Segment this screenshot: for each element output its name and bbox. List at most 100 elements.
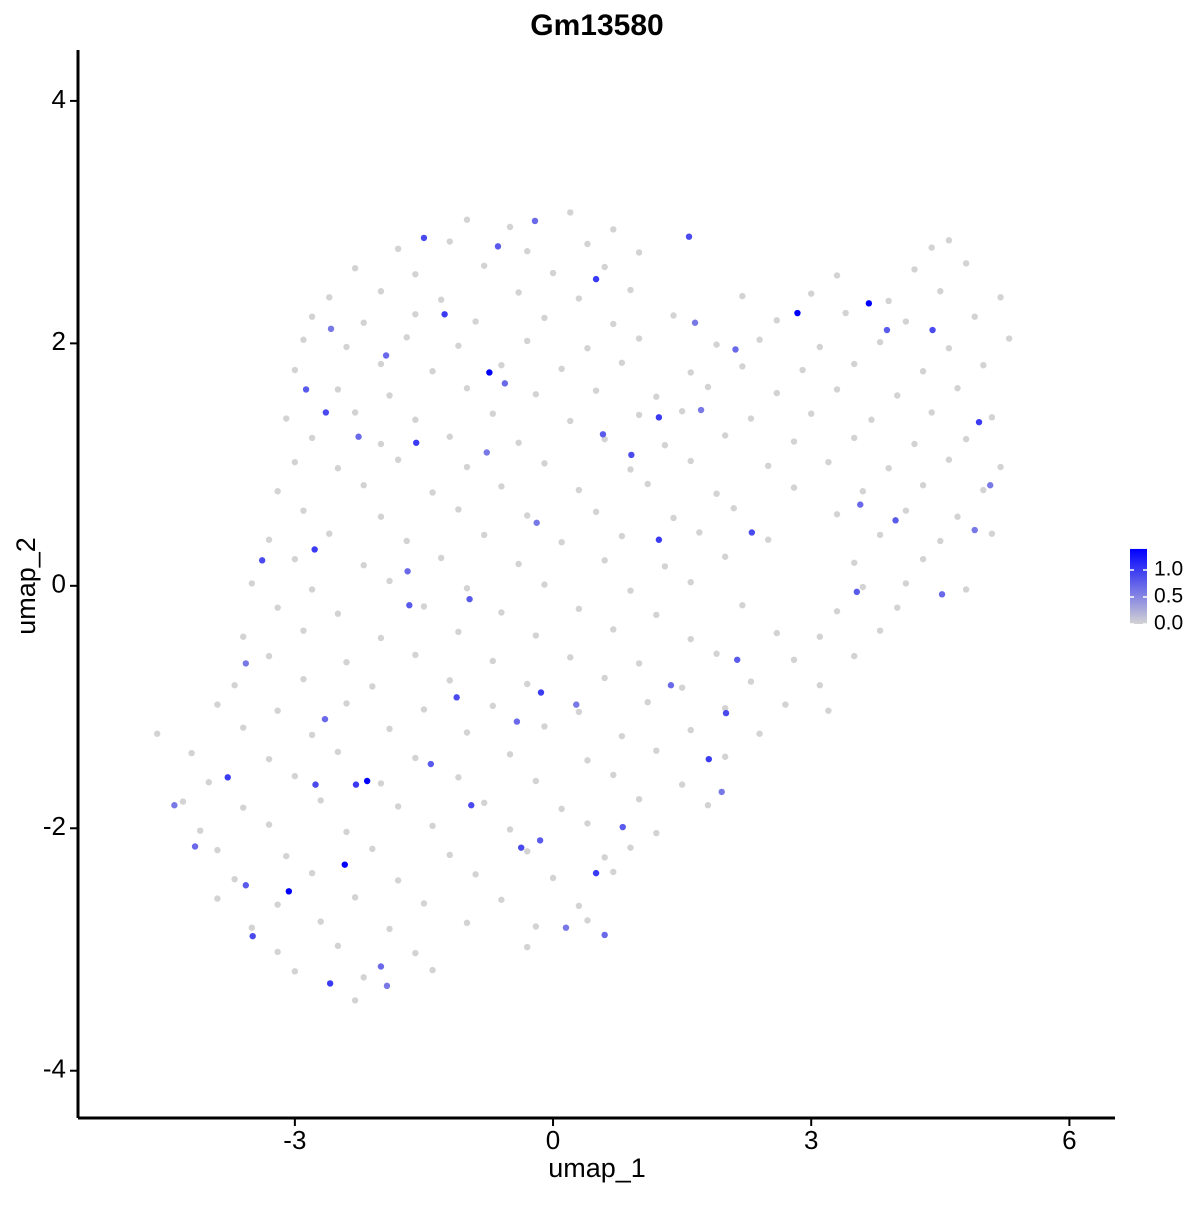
cell-point: [343, 658, 350, 666]
cell-point: [483, 449, 490, 456]
cell-point: [240, 633, 247, 640]
cell-point: [919, 368, 927, 375]
cell-point: [429, 966, 436, 974]
y-axis-label: umap_2: [11, 537, 41, 635]
cell-point: [721, 705, 729, 712]
cell-point: [833, 511, 841, 518]
cell-point: [360, 482, 367, 489]
cell-point: [929, 326, 936, 334]
cell-point: [369, 845, 376, 853]
x-tick-label: 0: [546, 1125, 560, 1155]
cell-point: [859, 488, 867, 495]
cell-point: [853, 588, 861, 596]
cell-point: [466, 595, 473, 603]
cell-point: [382, 352, 390, 359]
cell-point: [997, 463, 1004, 471]
cell-point: [308, 869, 316, 877]
cell-point: [524, 680, 531, 688]
cell-point: [524, 248, 531, 255]
cell-point: [655, 536, 663, 543]
cell-point: [531, 217, 539, 225]
cell-point: [653, 829, 660, 837]
cell-point: [691, 319, 699, 326]
cell-point: [524, 512, 531, 519]
cell-point: [975, 418, 983, 426]
cell-point: [575, 605, 583, 613]
cell-point: [351, 409, 359, 416]
cell-point: [601, 674, 608, 682]
cell-point: [962, 435, 970, 443]
cell-point: [628, 451, 635, 459]
cell-point: [515, 560, 522, 568]
cell-point: [713, 650, 720, 657]
cell-point: [394, 877, 402, 884]
cell-point: [360, 319, 367, 326]
y-tick-label: -4: [43, 1054, 66, 1084]
cell-point: [437, 554, 445, 562]
cell-point: [610, 226, 617, 233]
cell-point: [618, 359, 626, 366]
cell-point: [274, 707, 281, 714]
cell-point: [687, 726, 694, 734]
cell-point: [412, 271, 419, 278]
cell-point: [406, 602, 413, 609]
cell-point: [191, 843, 199, 850]
cell-point: [377, 360, 385, 368]
cell-point: [928, 409, 935, 416]
cell-point: [285, 888, 293, 895]
cell-point: [732, 346, 739, 353]
cell-point: [214, 895, 221, 902]
cell-point: [480, 531, 488, 539]
cell-point: [312, 781, 319, 788]
cell-point: [610, 320, 617, 328]
cell-point: [386, 925, 393, 933]
cell-point: [667, 682, 675, 689]
cell-point: [308, 731, 316, 739]
cell-point: [635, 249, 643, 256]
cell-point: [851, 559, 858, 566]
x-tick-label: 6: [1062, 1125, 1076, 1155]
y-tick-label: -2: [43, 811, 66, 841]
cell-point: [885, 297, 892, 305]
cell-point: [153, 730, 161, 737]
cell-point: [894, 392, 901, 399]
cell-point: [567, 209, 574, 216]
cell-point: [214, 846, 221, 854]
cell-point: [341, 861, 348, 868]
cell-point: [541, 314, 548, 322]
cell-point: [383, 982, 391, 990]
cell-point: [455, 342, 462, 349]
cell-point: [773, 389, 780, 397]
cell-point: [498, 896, 505, 903]
cell-point: [962, 586, 970, 593]
cell-point: [429, 822, 436, 830]
cell-point: [420, 706, 428, 713]
cell-point: [300, 336, 307, 343]
cell-point: [360, 974, 367, 981]
cell-point: [480, 262, 488, 269]
cell-point: [678, 781, 686, 788]
cell-point: [334, 748, 342, 756]
cell-point: [883, 326, 891, 334]
cell-point: [489, 410, 496, 417]
cell-point: [773, 317, 780, 324]
cell-point: [678, 408, 686, 415]
x-tick-label: 3: [804, 1125, 818, 1155]
cell-point: [739, 602, 746, 609]
cell-point: [747, 415, 755, 422]
cell-point: [885, 465, 892, 472]
cell-point: [265, 536, 273, 543]
cell-point: [308, 313, 316, 320]
cell-point: [655, 414, 663, 421]
y-tick-label: 4: [52, 84, 66, 114]
cell-point: [420, 603, 428, 610]
cell-point: [265, 652, 273, 660]
cell-point: [739, 292, 746, 300]
cell-point: [911, 266, 918, 273]
cell-point: [515, 289, 522, 296]
cell-point: [919, 482, 927, 489]
cell-point: [463, 463, 471, 471]
cell-point: [842, 309, 849, 317]
cell-point: [575, 486, 583, 494]
cell-point: [334, 610, 342, 617]
